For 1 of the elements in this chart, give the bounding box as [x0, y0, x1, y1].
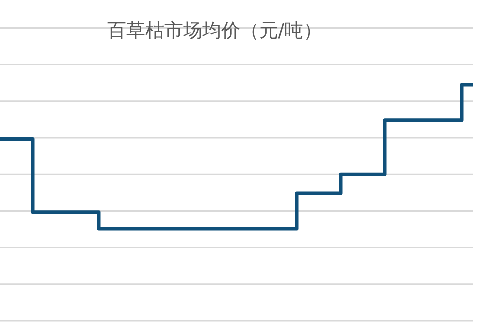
chart-title: 百草枯市场均价（元/吨）	[106, 19, 324, 44]
